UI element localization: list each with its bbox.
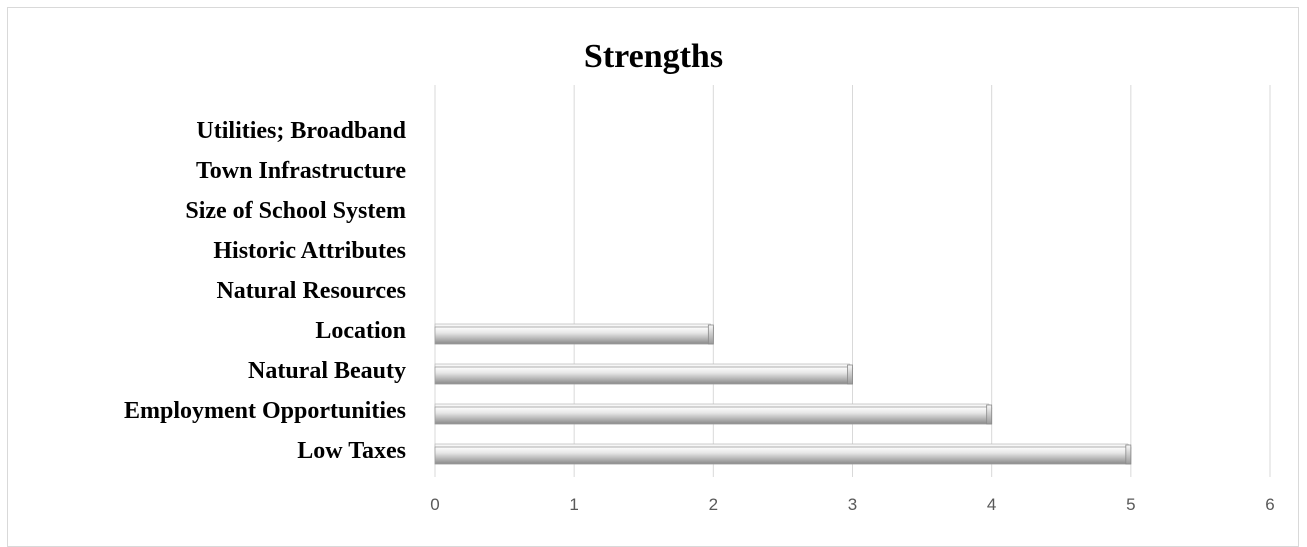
- x-tick-label: 2: [709, 495, 718, 514]
- x-axis-tick-labels: 0 1 2 3 4 5 6: [430, 495, 1274, 514]
- category-label: Low Taxes: [297, 438, 406, 464]
- category-label: Location: [315, 318, 406, 344]
- bar: [434, 323, 715, 345]
- bar: [434, 403, 993, 425]
- x-tick-label: 3: [848, 495, 857, 514]
- x-tick-label: 0: [430, 495, 439, 514]
- category-labels: Low Taxes Employment Opportunities Natural…: [124, 118, 407, 464]
- category-label: Historic Attributes: [213, 238, 406, 264]
- category-label: Natural Beauty: [248, 358, 406, 384]
- bars: [434, 323, 1132, 465]
- x-tick-label: 6: [1265, 495, 1274, 514]
- category-label: Employment Opportunities: [124, 398, 406, 424]
- category-label: Natural Resources: [216, 278, 406, 304]
- category-label: Utilities; Broadband: [196, 118, 406, 144]
- category-label: Town Infrastructure: [196, 158, 406, 184]
- bar-chart: Low Taxes Employment Opportunities Natural…: [124, 85, 1275, 514]
- x-tick-label: 5: [1126, 495, 1135, 514]
- x-tick-label: 4: [987, 495, 996, 514]
- category-label: Size of School System: [185, 198, 406, 224]
- bar: [434, 363, 854, 385]
- bar: [434, 443, 1132, 465]
- x-tick-label: 1: [569, 495, 578, 514]
- chart-title: Strengths: [583, 38, 724, 75]
